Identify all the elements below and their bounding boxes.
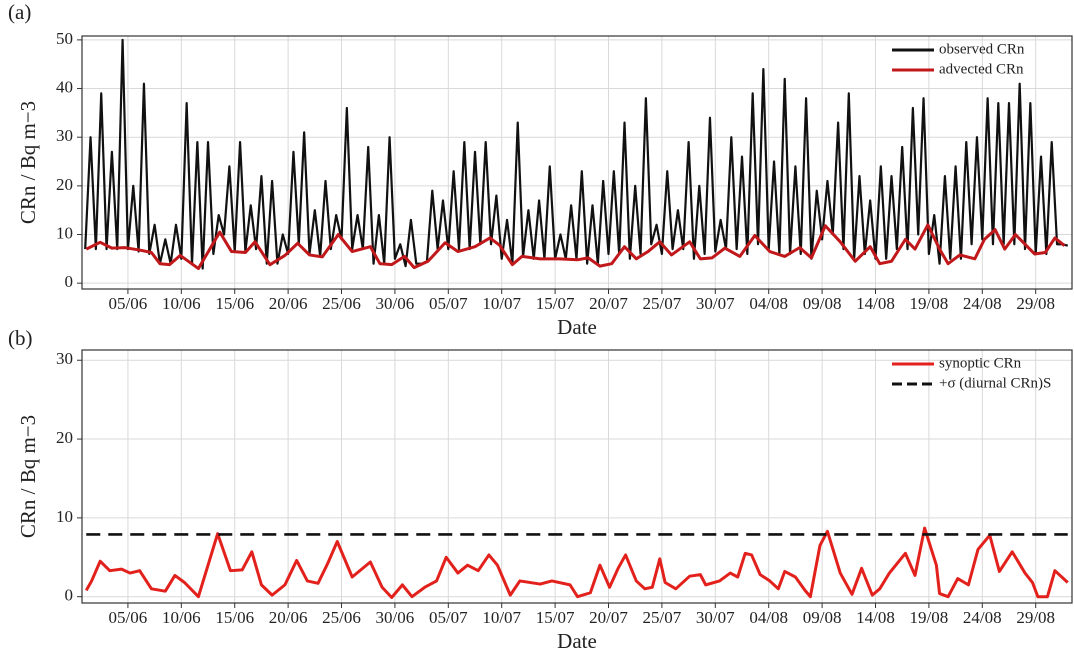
x-tick-label: 05/06 bbox=[109, 294, 148, 313]
x-tick-label: 20/07 bbox=[589, 294, 628, 313]
y-tick-label: 30 bbox=[56, 126, 73, 145]
x-tick-label: 25/07 bbox=[643, 294, 682, 313]
x-tick-label: 25/06 bbox=[322, 608, 361, 627]
plot-area bbox=[82, 350, 1072, 603]
x-tick-label: 10/07 bbox=[482, 608, 521, 627]
x-tick-label: 25/06 bbox=[322, 294, 361, 313]
x-tick-label: 10/06 bbox=[162, 608, 201, 627]
legend-label: +σ (diurnal CRn)S bbox=[939, 375, 1051, 391]
x-tick-label: 24/08 bbox=[963, 608, 1002, 627]
x-tick-label: 24/08 bbox=[963, 294, 1002, 313]
x-tick-label: 20/07 bbox=[589, 608, 628, 627]
data-line bbox=[84, 526, 1069, 599]
x-tick-label: 29/08 bbox=[1016, 294, 1055, 313]
x-tick-label: 19/08 bbox=[910, 608, 949, 627]
x-tick-label: 10/07 bbox=[482, 294, 521, 313]
y-tick-label: 0 bbox=[65, 272, 74, 291]
panel-label: (b) bbox=[8, 326, 33, 350]
x-tick-label: 14/08 bbox=[856, 294, 895, 313]
x-axis-label: Date bbox=[557, 629, 597, 653]
x-axis-label: Date bbox=[557, 315, 597, 339]
plot-frame bbox=[81, 35, 1073, 290]
x-tick-label: 05/06 bbox=[109, 608, 148, 627]
plot-frame bbox=[81, 349, 1073, 604]
x-tick-label: 30/06 bbox=[376, 608, 415, 627]
x-tick-label: 05/07 bbox=[429, 294, 468, 313]
y-tick-label: 50 bbox=[56, 29, 73, 48]
x-tick-label: 09/08 bbox=[803, 294, 842, 313]
x-tick-label: 19/08 bbox=[910, 294, 949, 313]
y-axis-label: CRn / Bq m−3 bbox=[16, 101, 40, 224]
x-tick-label: 15/06 bbox=[215, 608, 254, 627]
x-tick-label: 29/08 bbox=[1016, 608, 1055, 627]
data-line bbox=[85, 223, 1066, 271]
x-tick-label: 30/07 bbox=[696, 294, 735, 313]
x-tick-label: 15/07 bbox=[536, 294, 575, 313]
y-tick-label: 0 bbox=[65, 586, 74, 605]
x-tick-label: 10/06 bbox=[162, 294, 201, 313]
x-tick-label: 30/07 bbox=[696, 608, 735, 627]
x-tick-label: 04/08 bbox=[749, 294, 788, 313]
legend-label: observed CRn bbox=[939, 41, 1025, 57]
x-tick-label: 20/06 bbox=[269, 294, 308, 313]
x-tick-label: 14/08 bbox=[856, 608, 895, 627]
panel-label: (a) bbox=[8, 0, 31, 24]
x-tick-label: 05/07 bbox=[429, 608, 468, 627]
y-tick-label: 30 bbox=[56, 349, 73, 368]
y-axis-label: CRn / Bq m−3 bbox=[16, 415, 40, 538]
y-tick-label: 10 bbox=[56, 507, 73, 526]
x-tick-label: 15/07 bbox=[536, 608, 575, 627]
x-tick-label: 20/06 bbox=[269, 608, 308, 627]
legend-label: synoptic CRn bbox=[939, 355, 1022, 371]
x-tick-label: 15/06 bbox=[215, 294, 254, 313]
legend-label: advected CRn bbox=[939, 61, 1024, 77]
x-tick-label: 30/06 bbox=[376, 294, 415, 313]
y-tick-label: 40 bbox=[56, 77, 73, 96]
x-tick-label: 09/08 bbox=[803, 608, 842, 627]
x-tick-label: 04/08 bbox=[749, 608, 788, 627]
y-tick-label: 10 bbox=[56, 223, 73, 242]
y-tick-label: 20 bbox=[56, 175, 73, 194]
x-tick-label: 25/07 bbox=[643, 608, 682, 627]
y-tick-label: 20 bbox=[56, 428, 73, 447]
